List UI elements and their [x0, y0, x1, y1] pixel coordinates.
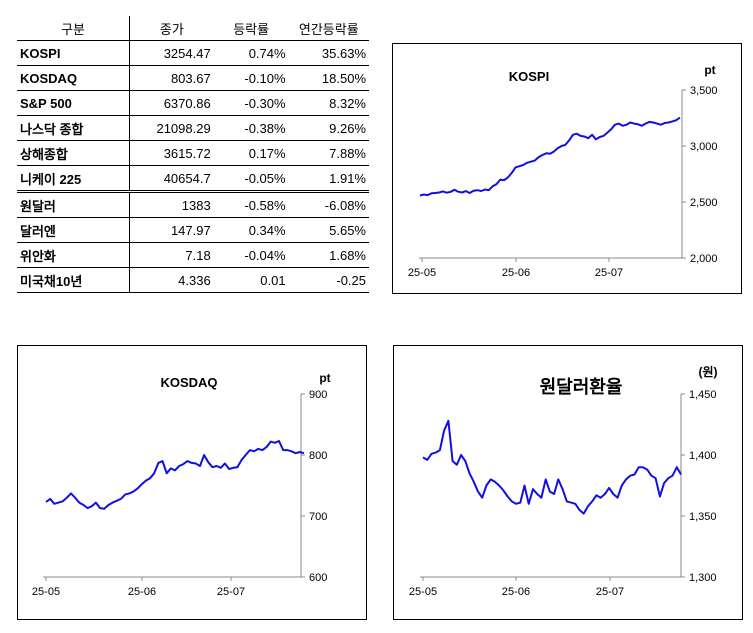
chart-title: KOSDAQ [160, 375, 217, 390]
header-ytd: 연간등락률 [288, 16, 369, 41]
header-change: 등락률 [213, 16, 289, 41]
market-summary-table: 구분 종가 등락률 연간등락률 KOSPI 3254.47 0.74% 35.63% K… [17, 16, 369, 293]
header-category: 구분 [17, 16, 131, 41]
table-row: 달러엔 147.97 0.34% 5.65% [17, 217, 369, 243]
chart-title: 원달러환율 [540, 376, 623, 397]
row-ytd: 8.32% [288, 90, 369, 116]
header-close: 종가 [129, 16, 214, 41]
row-close: 7.18 [129, 242, 214, 268]
row-ytd: 1.91% [288, 165, 369, 193]
row-name: 상해종합 [17, 140, 131, 166]
row-close: 4.336 [129, 267, 214, 293]
x-tick-label: 25-05 [32, 586, 60, 598]
table-row: 미국채10년 4.336 0.01 -0.25 [17, 267, 369, 293]
x-tick-label: 25-05 [408, 267, 436, 279]
series-line [45, 440, 305, 510]
row-ytd: 18.50% [288, 65, 369, 91]
table-row: 니케이 225 40654.7 -0.05% 1.91% [17, 165, 369, 193]
x-tick-label: 25-07 [595, 267, 623, 279]
row-close: 803.67 [129, 65, 214, 91]
row-name: KOSDAQ [17, 65, 131, 91]
table-row: 나스닥 종합 21098.29 -0.38% 9.26% [17, 115, 369, 141]
y-tick-label: 900 [309, 389, 327, 401]
row-close: 3615.72 [129, 140, 214, 166]
x-tick-label: 25-06 [502, 586, 530, 598]
row-change: -0.10% [213, 65, 289, 91]
row-change: -0.05% [213, 165, 289, 193]
x-tick-label: 25-07 [217, 586, 245, 598]
y-tick-label: 600 [309, 572, 327, 584]
row-ytd: 7.88% [288, 140, 369, 166]
row-name: S&P 500 [17, 90, 131, 116]
usdkrw-chart: 원달러환율 (원) 1,300 1,350 1,400 1,450 25-05 25-06 25… [409, 365, 718, 598]
row-name: 달러엔 [17, 217, 131, 243]
row-change: -0.04% [213, 242, 289, 268]
table-row: 원달러 1383 -0.58% -6.08% [17, 191, 369, 218]
row-change: -0.30% [213, 90, 289, 116]
x-tick-label: 25-06 [128, 586, 156, 598]
kosdaq-chart-panel: KOSDAQ pt 600 700 800 900 25-05 25-06 25-07 [17, 345, 367, 620]
chart-title: KOSPI [509, 69, 549, 84]
y-tick-label: 1,350 [689, 511, 717, 523]
table-row: 위안화 7.18 -0.04% 1.68% [17, 242, 369, 268]
y-tick-label: 1,300 [689, 572, 717, 584]
row-ytd: 35.63% [288, 40, 369, 66]
row-name: 나스닥 종합 [17, 115, 131, 141]
row-name: 미국채10년 [17, 267, 131, 293]
row-ytd: -6.08% [288, 191, 369, 218]
table-row: KOSPI 3254.47 0.74% 35.63% [17, 40, 369, 66]
kospi-chart-panel: KOSPI pt 2,000 2,500 3,000 3,500 25-05 25-06 25-… [392, 43, 742, 294]
series-line [419, 116, 681, 197]
row-name: 위안화 [17, 242, 131, 268]
row-change: 0.17% [213, 140, 289, 166]
x-tick-label: 25-06 [502, 267, 530, 279]
series-line [422, 419, 682, 515]
chart-unit-label: pt [704, 63, 715, 77]
x-tick-label: 25-07 [596, 586, 624, 598]
chart-unit-label: (원) [698, 365, 717, 379]
row-change: 0.34% [213, 217, 289, 243]
y-tick-label: 700 [309, 511, 327, 523]
y-tick-label: 2,500 [690, 197, 718, 209]
row-ytd: 5.65% [288, 217, 369, 243]
row-ytd: 1.68% [288, 242, 369, 268]
row-close: 3254.47 [129, 40, 214, 66]
y-tick-label: 800 [309, 450, 327, 462]
row-close: 1383 [129, 191, 214, 218]
y-tick-label: 2,000 [690, 253, 718, 265]
kospi-chart: KOSPI pt 2,000 2,500 3,000 3,500 25-05 25-06 25-… [408, 63, 718, 279]
table-row: S&P 500 6370.86 -0.30% 8.32% [17, 90, 369, 116]
kosdaq-chart: KOSDAQ pt 600 700 800 900 25-05 25-06 25-07 [32, 371, 331, 598]
chart-unit-label: pt [319, 371, 330, 385]
row-ytd: -0.25 [288, 267, 369, 293]
y-tick-label: 3,000 [690, 141, 718, 153]
row-name: KOSPI [17, 40, 131, 66]
usdkrw-chart-panel: 원달러환율 (원) 1,300 1,350 1,400 1,450 25-05 25-06 25… [393, 345, 743, 620]
y-tick-label: 1,400 [689, 450, 717, 462]
y-tick-label: 3,500 [690, 85, 718, 97]
row-name: 원달러 [17, 191, 131, 218]
row-close: 6370.86 [129, 90, 214, 116]
row-ytd: 9.26% [288, 115, 369, 141]
row-close: 147.97 [129, 217, 214, 243]
row-change: -0.58% [213, 191, 289, 218]
row-name: 니케이 225 [17, 165, 131, 193]
table-header-row: 구분 종가 등락률 연간등락률 [17, 16, 369, 41]
row-close: 40654.7 [129, 165, 214, 193]
table-row: 상해종합 3615.72 0.17% 7.88% [17, 140, 369, 166]
row-change: 0.74% [213, 40, 289, 66]
row-change: -0.38% [213, 115, 289, 141]
table-row: KOSDAQ 803.67 -0.10% 18.50% [17, 65, 369, 91]
row-change: 0.01 [213, 267, 289, 293]
row-close: 21098.29 [129, 115, 214, 141]
y-tick-label: 1,450 [689, 389, 717, 401]
table-body: KOSPI 3254.47 0.74% 35.63% KOSDAQ 803.67 -0.10… [17, 40, 369, 293]
x-tick-label: 25-05 [409, 586, 437, 598]
